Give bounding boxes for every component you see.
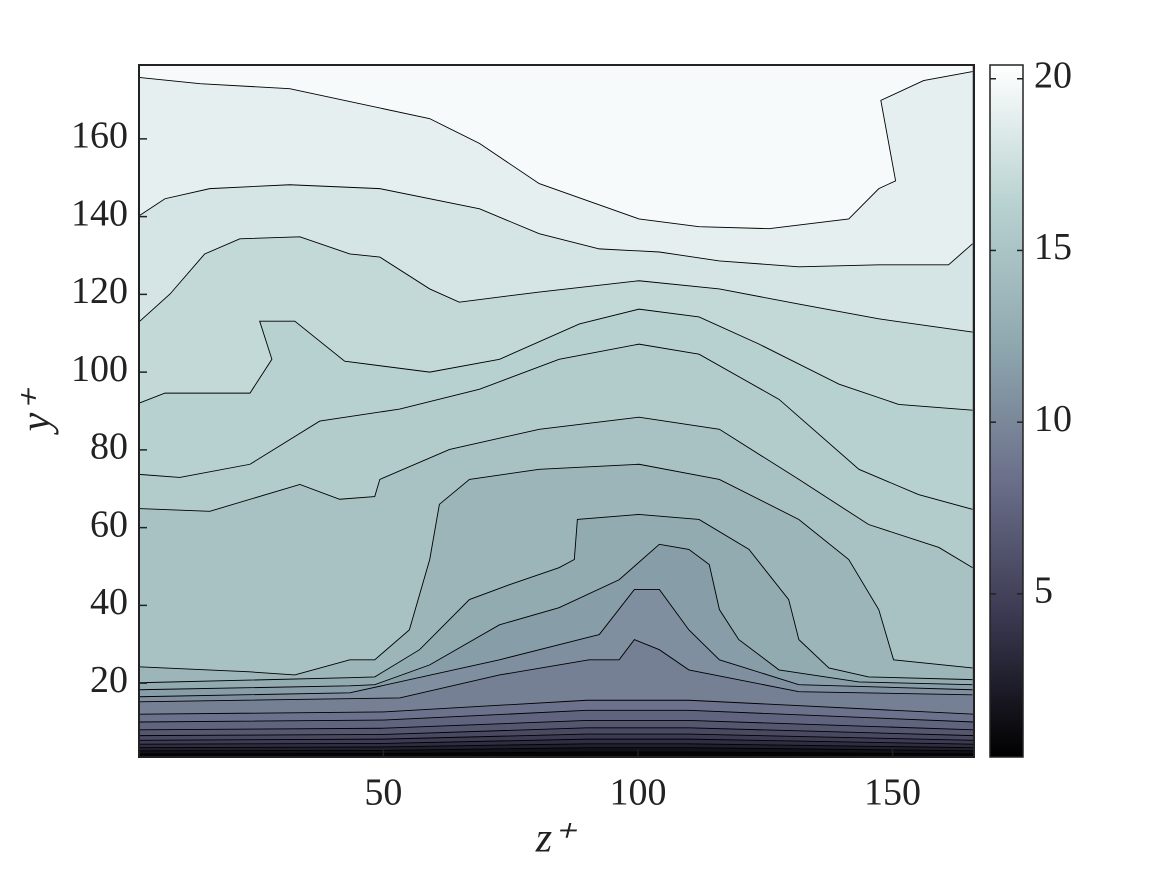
y-tick-label: 60 <box>90 503 128 545</box>
y-tick-label: 140 <box>71 192 128 234</box>
contour-line <box>138 743 975 749</box>
plot-area <box>138 65 975 757</box>
contour-line <box>138 727 975 737</box>
contour-line <box>138 709 975 723</box>
contour-line <box>138 343 973 510</box>
x-axis-label: z⁺ <box>535 816 577 862</box>
contour-line <box>138 463 973 676</box>
contour-line <box>138 720 975 731</box>
contour-line <box>138 543 973 691</box>
y-tick-label: 80 <box>90 426 128 468</box>
colorbar-tick-label: 20 <box>1034 54 1072 96</box>
y-tick-label: 20 <box>90 659 128 701</box>
colorbar <box>989 64 1024 758</box>
contour-line <box>138 738 975 745</box>
contour-line <box>138 71 973 230</box>
contour-line <box>138 699 975 715</box>
contour-line <box>138 747 975 752</box>
x-tick-label: 100 <box>609 772 666 814</box>
y-tick-label: 100 <box>71 348 128 390</box>
contour-line <box>138 751 975 755</box>
y-axis-label: y⁺ <box>14 388 60 436</box>
x-tick-label: 50 <box>364 772 402 814</box>
contour-line <box>138 236 973 333</box>
contour-line <box>138 588 973 698</box>
contour-line <box>138 639 973 703</box>
contour-line <box>138 416 973 569</box>
y-tick-label: 40 <box>90 581 128 623</box>
colorbar-tick-label: 5 <box>1034 570 1053 612</box>
contour-line <box>138 184 973 268</box>
x-tick-label: 150 <box>864 772 921 814</box>
colorbar-tick-label: 10 <box>1034 398 1072 440</box>
y-tick-label: 120 <box>71 270 128 312</box>
contour-line <box>138 513 973 684</box>
plot-frame <box>138 64 975 758</box>
colorbar-tick-label: 15 <box>1034 226 1072 268</box>
contour-fill <box>139 65 973 229</box>
y-tick-label: 160 <box>71 115 128 157</box>
contour-line <box>138 733 975 741</box>
contour-line <box>138 308 973 411</box>
